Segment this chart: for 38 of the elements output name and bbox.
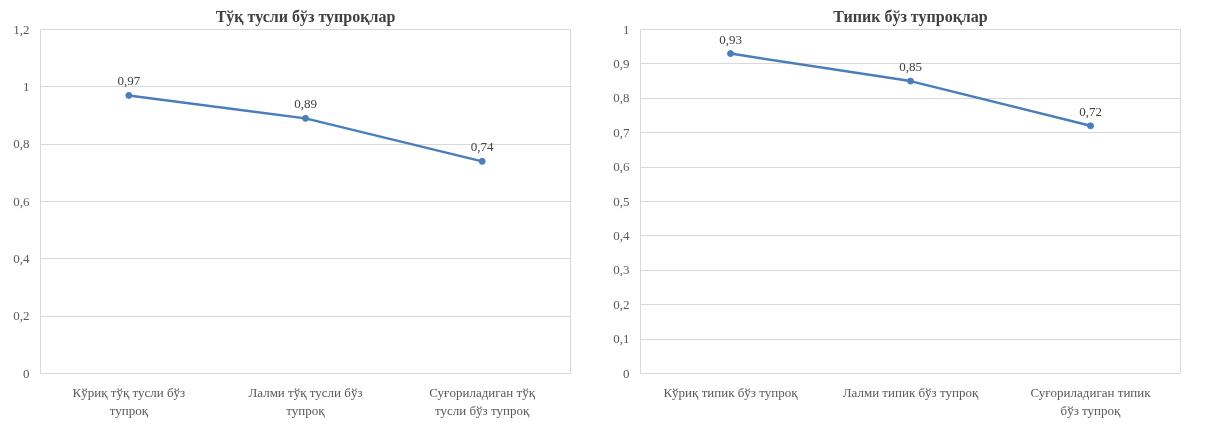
y-tick-label: 1,2 <box>13 21 30 37</box>
y-tick-label: 0,2 <box>613 296 630 312</box>
point <box>1087 122 1094 130</box>
data-label: 0,72 <box>1079 103 1102 119</box>
point <box>302 114 309 122</box>
x-tick-label: Суғориладиган тўқ тусли бўз тупроқ <box>429 384 536 418</box>
y-tick-label: 0,4 <box>613 227 630 243</box>
y-tick-label: 0,8 <box>613 90 630 106</box>
y-tick-label: 0,9 <box>613 55 630 71</box>
x-tick-label: Кўриқ типик бўз тупроқ <box>663 384 799 400</box>
y-tick-label: 0,1 <box>613 331 630 347</box>
y-tick-label: 0,2 <box>13 308 30 324</box>
data-label: 0,89 <box>294 96 317 112</box>
data-label: 0,97 <box>117 73 141 89</box>
y-tick-label: 0 <box>23 365 30 381</box>
y-tick-label: 1 <box>623 21 630 37</box>
point <box>125 91 133 99</box>
chart-title: Тўқ тусли бўз тупроқлар <box>215 7 396 26</box>
y-tick-label: 0,8 <box>13 136 30 152</box>
data-label: 0,85 <box>899 59 922 75</box>
data-label: 0,93 <box>719 31 742 47</box>
point <box>478 157 486 165</box>
y-tick-label: 0,4 <box>13 250 30 266</box>
y-tick-label: 0,7 <box>613 124 630 140</box>
x-tick-label: Лалми типик бўз тупроқ <box>842 384 979 400</box>
y-tick-label: 0,3 <box>613 262 630 278</box>
chart-title: Типик бўз тупроқлар <box>833 7 988 26</box>
data-label: 0,74 <box>470 139 495 155</box>
x-tick-label: Лалми тўқ тусли бўз тупроқ <box>248 384 363 418</box>
y-tick-label: 0,6 <box>13 193 30 209</box>
y-tick-label: 0 <box>623 365 630 381</box>
point <box>907 77 914 85</box>
x-tick-label: Суғориладиган типик бўз тупроқ <box>1030 384 1152 418</box>
y-tick-label: 1 <box>23 78 30 94</box>
x-tick-label: Кўриқ тўқ тусли бўз тупроқ <box>72 384 186 418</box>
y-tick-label: 0,5 <box>613 193 630 209</box>
point <box>727 50 734 58</box>
y-tick-label: 0,6 <box>613 159 630 175</box>
